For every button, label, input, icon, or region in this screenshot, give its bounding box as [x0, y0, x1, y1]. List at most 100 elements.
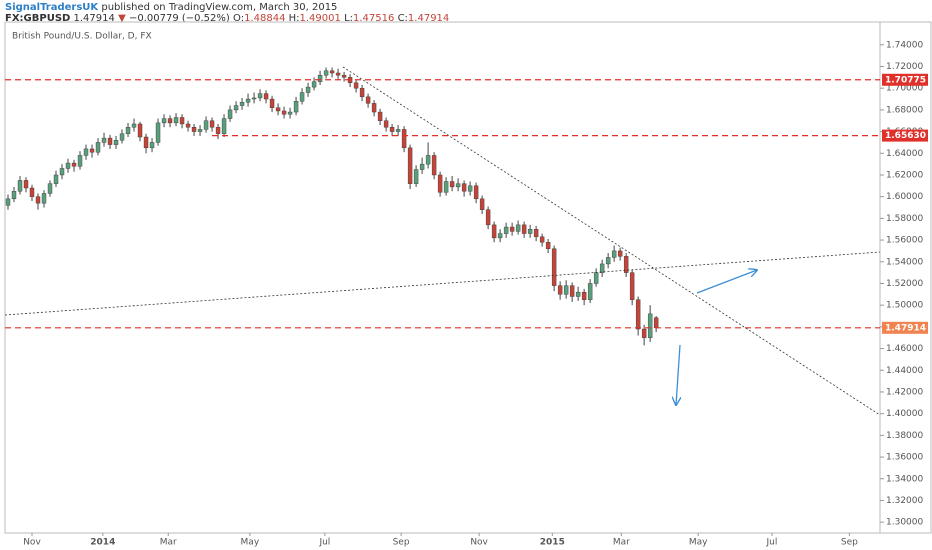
candle-body — [371, 103, 377, 113]
candle-body — [485, 209, 491, 226]
candle-body — [401, 129, 407, 149]
candle-body — [323, 70, 329, 76]
candle-body — [329, 70, 335, 74]
author[interactable]: SignalTradersUK — [5, 2, 99, 13]
candle-body — [425, 155, 431, 165]
candle-body — [95, 142, 101, 153]
candle-body — [317, 74, 323, 82]
candle-body — [503, 226, 509, 234]
chart-title: British Pound/U.S. Dollar, D, FX — [12, 32, 152, 42]
candle-body — [107, 137, 113, 145]
candle-body — [221, 118, 227, 134]
y-tick-label: 1.34000 — [886, 474, 923, 484]
x-tick-label: Mar — [613, 538, 630, 548]
candle-body — [533, 229, 539, 238]
candle-body — [251, 97, 257, 100]
x-tick-label: May — [241, 538, 260, 548]
y-tick-label: 1.72000 — [886, 62, 923, 72]
candle-body — [635, 299, 641, 330]
candle-body — [443, 181, 449, 193]
candle-body — [185, 123, 191, 128]
candle-body — [509, 226, 515, 232]
candle-body — [383, 120, 389, 128]
candle-body — [101, 137, 107, 143]
y-tick-label: 1.44000 — [886, 366, 923, 376]
candle-body — [341, 74, 347, 78]
candle-body — [407, 147, 413, 184]
y-tick-label: 1.54000 — [886, 257, 923, 267]
candle-body — [419, 163, 425, 170]
candle-body — [395, 129, 401, 132]
candle-body — [431, 155, 437, 176]
x-tick-label: Sep — [841, 538, 858, 548]
candle-body — [515, 224, 521, 232]
chart-frame — [4, 21, 932, 534]
candle-body — [569, 285, 575, 297]
x-tick-label: Mar — [160, 538, 177, 548]
candle-body — [557, 285, 563, 295]
change: −0.00779 (−0.52%) — [129, 13, 230, 24]
candle-body — [137, 123, 143, 138]
candle-body — [413, 169, 419, 184]
candle-body — [275, 107, 281, 112]
candle-body — [629, 272, 635, 300]
candle-body — [119, 133, 125, 141]
candle-body — [269, 98, 275, 108]
level-label: 1.47914 — [885, 323, 926, 333]
x-tick-label: Jul — [766, 538, 778, 548]
candle-body — [539, 236, 545, 243]
candle-body — [551, 248, 557, 286]
y-tick-label: 1.64000 — [886, 149, 923, 159]
trend-line[interactable] — [4, 251, 881, 316]
o-label: O: — [233, 13, 244, 24]
candle-body — [563, 285, 569, 295]
candle-body — [59, 168, 65, 176]
candle-body — [599, 263, 605, 273]
y-tick-label: 1.74000 — [886, 40, 923, 50]
candle-body — [257, 93, 263, 99]
y-tick-label: 1.32000 — [886, 496, 923, 506]
trend-line[interactable] — [342, 66, 881, 416]
published: published on TradingView.com, March 30, … — [101, 2, 337, 13]
candle-body — [65, 162, 71, 169]
candle-body — [641, 328, 647, 338]
y-tick-label: 1.42000 — [886, 387, 923, 397]
candle-body — [227, 109, 233, 119]
c-label: C: — [398, 13, 408, 24]
candle-body — [587, 283, 593, 300]
level-label: 1.65630 — [885, 131, 926, 141]
candle-body — [71, 162, 77, 167]
level-badge — [882, 129, 928, 142]
arrow[interactable] — [676, 344, 680, 405]
y-tick-label: 1.52000 — [886, 279, 923, 289]
candle-body — [467, 185, 473, 192]
candle-body — [215, 127, 221, 134]
arrow[interactable] — [696, 270, 757, 294]
candle-body — [281, 110, 287, 115]
candle-body — [29, 187, 35, 197]
y-tick-label: 1.70000 — [886, 84, 923, 94]
candle-body — [653, 317, 659, 328]
y-tick-label: 1.60000 — [886, 192, 923, 202]
y-tick-label: 1.36000 — [886, 453, 923, 463]
candle-body — [293, 100, 299, 113]
h-label: H: — [289, 13, 300, 24]
candle-body — [437, 174, 443, 193]
candle-body — [491, 224, 497, 239]
candle-body — [23, 180, 29, 189]
candle-body — [611, 250, 617, 258]
y-tick-label: 1.58000 — [886, 214, 923, 224]
candle-body — [287, 111, 293, 115]
candle-body — [527, 229, 533, 234]
candle-body — [179, 117, 185, 125]
candle-body — [389, 127, 395, 132]
symbol: FX:GBPUSD — [5, 13, 70, 24]
candle-body — [497, 233, 503, 239]
o-value: 1.48844 — [244, 13, 285, 24]
candle-body — [461, 183, 467, 192]
candle-body — [47, 183, 53, 194]
candle-body — [155, 122, 161, 143]
candle-body — [581, 291, 587, 300]
candle-body — [473, 185, 479, 200]
candle-body — [113, 140, 119, 145]
